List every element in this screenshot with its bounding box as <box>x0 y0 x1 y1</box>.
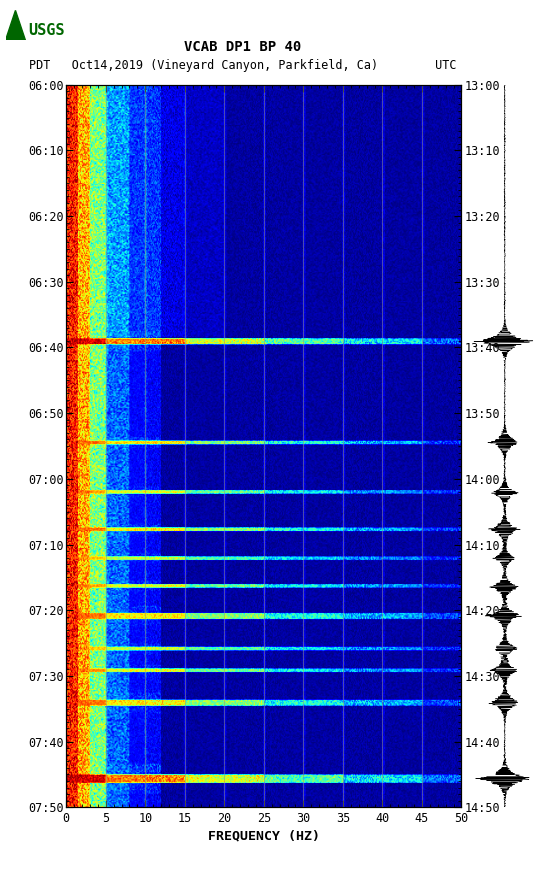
Text: PDT   Oct14,2019 (Vineyard Canyon, Parkfield, Ca)        UTC: PDT Oct14,2019 (Vineyard Canyon, Parkfie… <box>29 59 457 71</box>
Text: USGS: USGS <box>29 23 65 38</box>
X-axis label: FREQUENCY (HZ): FREQUENCY (HZ) <box>208 830 320 842</box>
Text: VCAB DP1 BP 40: VCAB DP1 BP 40 <box>184 40 301 54</box>
Polygon shape <box>6 11 25 40</box>
